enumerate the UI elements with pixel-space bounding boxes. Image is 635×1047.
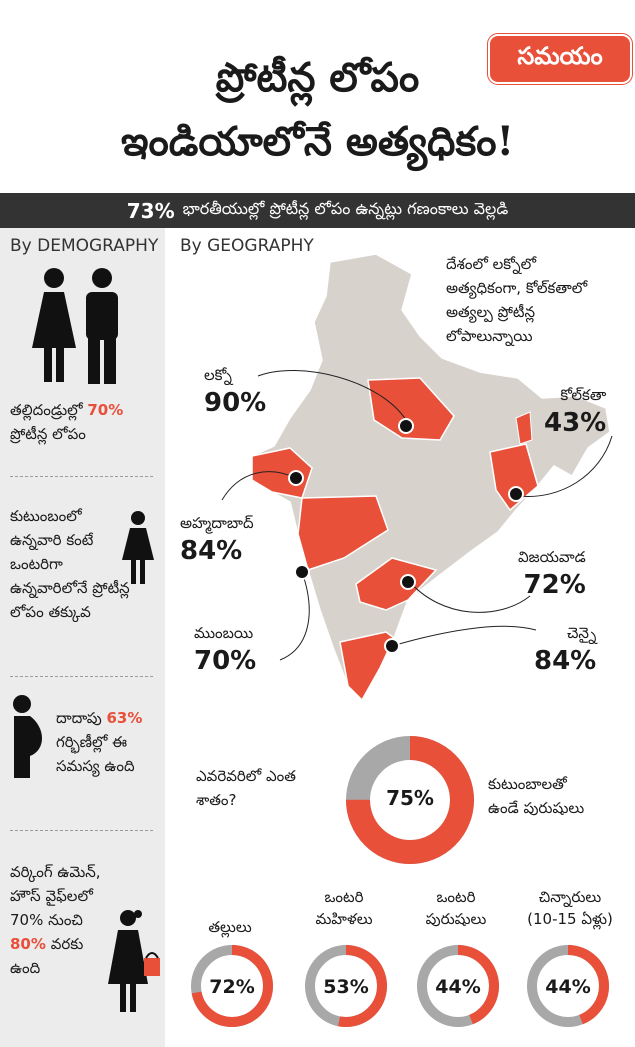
donut-single-women: 53% bbox=[305, 945, 387, 1027]
donut-arc-single-women bbox=[305, 945, 387, 1027]
city-chennai: చెన్నై 84% bbox=[534, 624, 597, 676]
group-caption-mothers: తల్లులు bbox=[208, 918, 252, 936]
group-caption-single-women: ఒంటరి మహిళలు bbox=[315, 888, 373, 928]
donut-label-mothers: 72% bbox=[209, 976, 254, 998]
men-donut-label: 75% bbox=[386, 786, 434, 810]
donut-label-children: 44% bbox=[545, 976, 590, 998]
headline-banner: 73% భారతీయుల్లో ప్రోటీన్ల లోపం ఉన్నట్లు … bbox=[0, 193, 635, 228]
donut-label-single-women: 53% bbox=[323, 976, 368, 998]
banner-percent: 73% bbox=[126, 198, 175, 223]
men-caption: కుటుంబాలతో ఉండే పురుషులు bbox=[488, 775, 585, 817]
india-map bbox=[221, 253, 613, 702]
city-ahmedabad: అహ్మదాబాద్ 84% bbox=[180, 514, 254, 566]
page-title-line2: ఇండియాలోనే అత్యధికం! bbox=[120, 118, 515, 165]
divider bbox=[10, 830, 153, 831]
divider bbox=[10, 676, 153, 677]
question-text: ఎవరెవరిలో ఎంత శాతం? bbox=[196, 767, 296, 809]
donut-mothers: 72% bbox=[191, 945, 273, 1027]
working-woman-icon bbox=[108, 910, 160, 1012]
men-donut bbox=[346, 736, 474, 864]
geography-heading: By GEOGRAPHY bbox=[180, 236, 314, 256]
woman-icon bbox=[122, 511, 154, 584]
brand-logo: సమయం bbox=[487, 33, 633, 85]
pregnant-stat: దాదాపు 63% గర్భిణీల్లో ఈ సమస్య ఉంది bbox=[56, 709, 143, 775]
pregnant-woman-icon bbox=[13, 695, 42, 778]
donut-arc-mothers bbox=[191, 945, 273, 1027]
single-stat: కుటుంబంలో ఉన్నవారి కంటే ఒంటరిగా ఉన్నవారి… bbox=[10, 507, 130, 621]
banner-text: భారతీయుల్లో ప్రోటీన్ల లోపం ఉన్నట్లు గణంక… bbox=[182, 199, 509, 218]
demography-heading: By DEMOGRAPHY bbox=[10, 236, 159, 256]
donut-label-single-men: 44% bbox=[435, 976, 480, 998]
donut-single-men: 44% bbox=[417, 945, 499, 1027]
group-caption-children: చిన్నారులు (10-15 ఏళ్లు) bbox=[527, 888, 613, 928]
couple-icon bbox=[32, 268, 118, 384]
city-lucknow: లక్నో 90% bbox=[204, 366, 267, 418]
donut-children: 44% bbox=[527, 945, 609, 1027]
donut-arc-single-men bbox=[417, 945, 499, 1027]
geography-note: దేశంలో లక్నోలో అత్యధికంగా, కోల్‌కతాలో అత… bbox=[446, 255, 588, 345]
parents-stat: తల్లిదండ్రుల్లో 70% ప్రోటీన్ల లోపం bbox=[10, 401, 124, 443]
donut-arc-children bbox=[527, 945, 609, 1027]
city-vijayawada: విజయవాడ 72% bbox=[518, 548, 586, 600]
group-caption-single-men: ఒంటరి పురుషులు bbox=[425, 888, 487, 928]
page-title-line1: ప్రోటీన్ల లోపం bbox=[215, 54, 420, 101]
working-women-stat: వర్కింగ్ ఉమెన్, హౌస్ వైఫ్‌లలో 70% నుంచి … bbox=[10, 863, 101, 977]
divider bbox=[10, 476, 153, 477]
city-mumbai: ముంబయి 70% bbox=[194, 624, 257, 676]
city-kolkata: కోల్‌కతా 43% bbox=[544, 386, 607, 438]
